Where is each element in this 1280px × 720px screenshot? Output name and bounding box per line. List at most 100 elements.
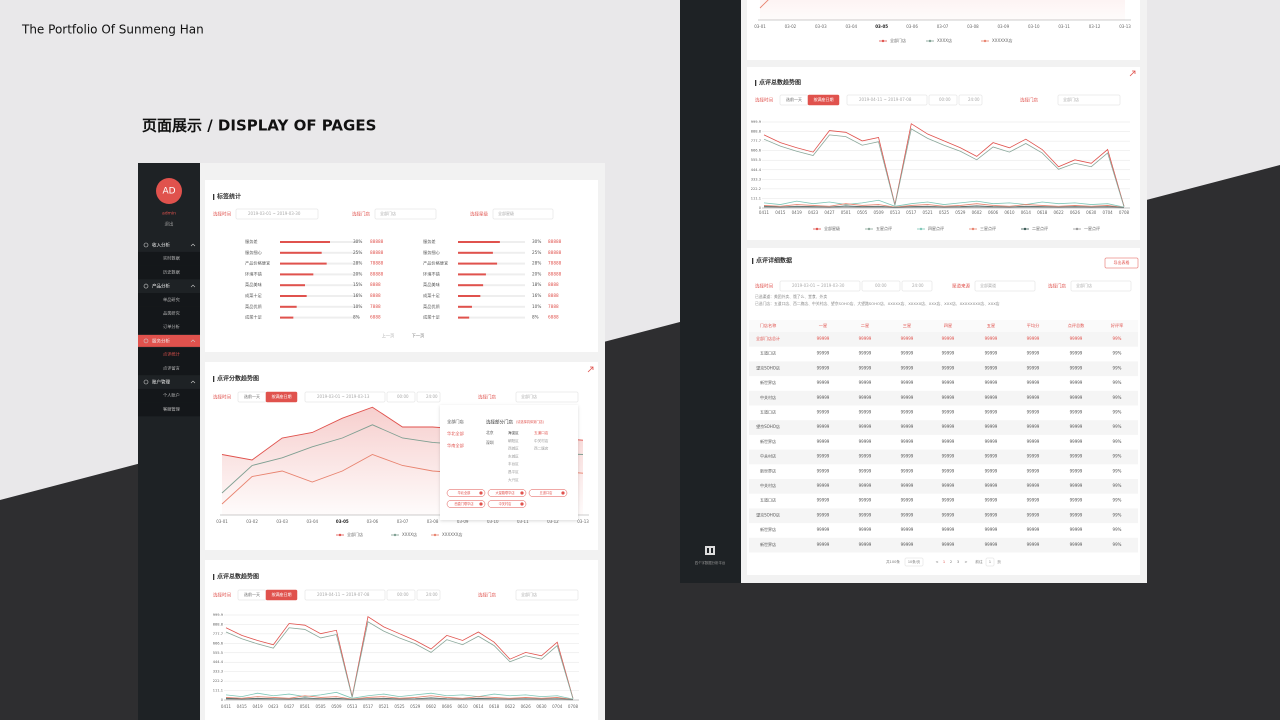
y-tick-label: 888.8 (213, 622, 224, 626)
x-tick-label: 0630 (1086, 210, 1097, 215)
table-cell: 99999 (901, 512, 914, 517)
input-box[interactable] (265, 589, 298, 601)
label: 2019-04-11 ~ 2019-07-08 (859, 97, 912, 102)
label: 西二旗店 (534, 446, 549, 451)
input-box (304, 589, 386, 601)
table-cell: 99% (1113, 336, 1122, 341)
label: 25% (532, 250, 541, 255)
x-tick-label: 03-02 (246, 519, 258, 524)
input-box (416, 391, 441, 403)
tag[interactable] (487, 500, 527, 508)
table-cell: 99999 (1070, 512, 1083, 517)
input-box (1057, 94, 1121, 106)
tag[interactable] (487, 489, 527, 497)
x-tick-label: 0415 (237, 704, 248, 709)
menu-item-bg (138, 402, 200, 417)
label: 全部门店 (521, 591, 537, 597)
input-box[interactable] (1104, 257, 1139, 269)
x-tick-label: 0630 (536, 704, 547, 709)
input-box[interactable] (807, 94, 840, 106)
menu-item-bg (138, 347, 200, 362)
x-tick-label: 0618 (489, 704, 500, 709)
x-tick-label: 03-03 (815, 24, 827, 29)
label: 选择时间 (755, 97, 773, 104)
table-cell: 99% (1113, 498, 1122, 503)
table-cell: 99999 (985, 512, 998, 517)
label: 20% (532, 271, 541, 276)
label: 西直门联华店 (454, 501, 473, 506)
table-cell: 99% (1113, 439, 1122, 444)
input-box (374, 208, 437, 220)
legend-label: 全部星级 (824, 225, 840, 231)
table-cell: 99999 (1027, 483, 1040, 488)
table-cell: 新世界店 (760, 379, 776, 385)
legend-dot (1075, 227, 1079, 231)
label: 78888 (548, 261, 562, 266)
y-tick-label: 222.2 (751, 187, 761, 191)
label: 全部渠道 (980, 282, 996, 288)
x-tick-label: 0411 (759, 210, 770, 215)
bar (280, 251, 322, 254)
table-cell: 99999 (901, 380, 914, 385)
menu-icon (143, 283, 149, 289)
area (760, 0, 1125, 20)
x-tick-label: 03-13 (1119, 24, 1131, 29)
y-tick-label: 999.9 (213, 613, 224, 617)
x-tick-label: 0614 (473, 704, 484, 709)
x-tick-label: 03-12 (1089, 24, 1101, 29)
x-tick-label: 0517 (363, 704, 374, 709)
label: 28% (353, 261, 362, 266)
menu-group: 账户管理 (152, 379, 170, 386)
x-tick-label: 0423 (268, 704, 279, 709)
x-tick-label: 0525 (394, 704, 405, 709)
legend-label: 全部门店 (890, 37, 906, 43)
table-cell: 99999 (817, 439, 830, 444)
table-cell: 99999 (817, 351, 830, 356)
label: 菜品优质 (245, 303, 262, 310)
table-cell: 99999 (985, 483, 998, 488)
legend-dot (971, 227, 975, 231)
x-tick-label: 0509 (873, 210, 884, 215)
x-tick-label: 03-01 (754, 24, 766, 29)
table-cell: 99999 (859, 454, 872, 459)
legend-label: 一星点评 (1084, 225, 1100, 231)
pager: 3 (957, 560, 959, 564)
table-cell: 99999 (1027, 454, 1040, 459)
input-box (779, 280, 861, 292)
x-tick-label: 0704 (552, 704, 563, 709)
y-tick-label: 333.3 (213, 670, 223, 674)
legend-label: 全部门店 (347, 531, 363, 537)
input-box[interactable] (265, 391, 298, 403)
tag-close (561, 491, 565, 495)
label: 2019-03-01 ~ 2019-03-30 (248, 211, 301, 216)
x-tick-label: 0505 (857, 210, 868, 215)
tag[interactable] (446, 489, 486, 497)
label: 环境不错 (423, 270, 440, 277)
x-tick-label: 03-11 (517, 519, 529, 524)
button-label: 导出表格 (1114, 259, 1130, 265)
label: 选择星级 (470, 211, 488, 218)
bar (280, 305, 297, 308)
bar-track (458, 316, 525, 319)
label: 已选渠道：美团外卖、饿了么、堂食、外卖 (755, 294, 827, 299)
table-header: 平均分 (1027, 322, 1040, 329)
tag[interactable] (528, 489, 568, 497)
y-tick-label: 0 (221, 698, 224, 702)
logo (705, 546, 715, 555)
x-tick-label: 03-10 (1028, 24, 1040, 29)
label: 菜品美味 (245, 281, 263, 288)
table-header-bg (749, 320, 1138, 332)
y-tick-label: 777.7 (751, 139, 761, 143)
x-tick-label: 0501 (841, 210, 852, 215)
x-tick-label: 0606 (988, 210, 999, 215)
input-box (515, 589, 579, 601)
y-tick-label: 555.5 (213, 651, 223, 655)
y-tick-label: 888.8 (751, 130, 762, 134)
label: 00:00 (397, 394, 409, 399)
table-cell: 99999 (901, 395, 914, 400)
pager: < (935, 560, 938, 564)
table-cell: 99999 (985, 439, 998, 444)
menu-item: 点评统计 (163, 351, 180, 358)
tag[interactable] (446, 500, 486, 508)
label: 选择门店 (352, 211, 370, 218)
